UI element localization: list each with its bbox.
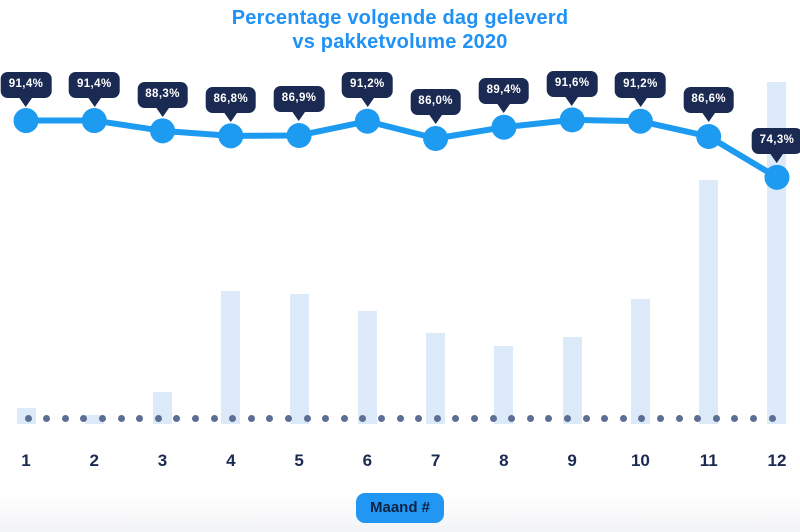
baseline-dot — [359, 415, 367, 422]
baseline-dot — [508, 415, 516, 422]
volume-bar — [221, 290, 241, 424]
baseline-dot — [545, 415, 553, 422]
baseline-dot — [656, 415, 664, 422]
baseline-dot — [229, 415, 237, 422]
x-axis-label-badge: Maand # — [355, 493, 445, 523]
baseline-dot — [340, 415, 348, 422]
baseline-dot — [433, 415, 441, 422]
month-label: 2 — [89, 451, 99, 470]
value-tooltip: 91,6% — [546, 70, 598, 97]
baseline-dot — [98, 415, 106, 422]
value-tooltip: 88,3% — [137, 81, 188, 108]
baseline-dot — [191, 415, 199, 422]
value-tooltip: 91,4% — [68, 71, 120, 98]
month-label: 3 — [157, 451, 168, 470]
line-point — [286, 122, 312, 148]
baseline-dot — [117, 415, 125, 422]
line-point — [218, 123, 244, 149]
volume-bar — [84, 415, 104, 424]
baseline-dot — [303, 415, 311, 422]
value-tooltip: 74,3% — [751, 128, 800, 155]
chart-title-line2: vs pakketvolume 2020 — [292, 31, 508, 53]
baseline-dot — [173, 415, 181, 422]
line-point — [764, 164, 790, 190]
volume-bar — [494, 346, 514, 424]
baseline-dot — [247, 415, 255, 422]
baseline-dot — [563, 415, 571, 422]
line-point — [423, 125, 449, 151]
line-point — [627, 108, 653, 134]
baseline-dot — [601, 415, 609, 422]
baseline-dot — [694, 415, 702, 422]
baseline-dot — [619, 415, 627, 422]
baseline-dot — [768, 415, 776, 422]
value-tooltip: 91,4% — [0, 71, 52, 98]
month-label: 10 — [630, 451, 650, 470]
baseline-dot — [470, 415, 478, 422]
baseline-dot — [61, 415, 69, 422]
month-label: 1 — [21, 451, 31, 470]
chart-title: Percentage volgende dag geleverd vs pakk… — [0, 6, 800, 54]
baseline-dot — [582, 415, 590, 422]
volume-bar — [562, 337, 582, 424]
value-tooltip: 91,2% — [615, 72, 666, 99]
month-label: 9 — [567, 451, 577, 470]
value-tooltip: 86,0% — [410, 89, 461, 116]
baseline-dot — [43, 415, 51, 422]
baseline-dot — [638, 415, 646, 422]
baseline-dot — [452, 415, 460, 422]
month-label: 8 — [499, 451, 509, 470]
chart-title-line1: Percentage volgende dag geleverd — [231, 7, 569, 29]
volume-bar — [630, 299, 650, 424]
baseline-dot — [136, 415, 144, 422]
baseline-dot — [210, 415, 218, 422]
baseline-dot — [80, 415, 88, 422]
line-point — [696, 123, 722, 149]
volume-bar — [699, 180, 719, 424]
volume-bar — [289, 294, 309, 424]
month-label: 6 — [362, 451, 373, 470]
month-label: 7 — [430, 451, 441, 470]
baseline-dot — [266, 415, 274, 422]
baseline-dot — [712, 415, 720, 422]
line-point — [81, 108, 107, 134]
line-point — [559, 107, 585, 133]
baseline-dot — [526, 415, 534, 422]
baseline-dot — [24, 415, 32, 422]
value-tooltip: 86,8% — [205, 86, 257, 113]
baseline-dot — [377, 415, 385, 422]
month-label: 11 — [699, 451, 718, 470]
volume-bar — [357, 311, 377, 424]
line-point — [491, 114, 517, 140]
value-tooltip: 89,4% — [478, 78, 530, 105]
volume-bar — [426, 333, 446, 424]
baseline-dot — [675, 415, 683, 422]
baseline-dot — [284, 415, 292, 422]
line-point — [150, 118, 176, 144]
baseline-dot — [749, 415, 757, 422]
month-label: 4 — [226, 451, 236, 470]
percentage-line — [23, 116, 780, 181]
month-label: 5 — [294, 451, 304, 470]
month-label: 12 — [767, 451, 787, 470]
baseline-dot — [489, 415, 497, 422]
line-point — [13, 108, 39, 134]
line-point — [354, 108, 380, 134]
baseline-dot — [322, 415, 330, 422]
value-tooltip: 91,2% — [342, 72, 393, 99]
baseline-dot — [731, 415, 739, 422]
baseline-dot — [415, 415, 423, 422]
baseline-dot — [396, 415, 404, 422]
baseline-dot — [154, 415, 162, 422]
value-tooltip: 86,9% — [273, 86, 325, 113]
value-tooltip: 86,6% — [683, 87, 734, 114]
